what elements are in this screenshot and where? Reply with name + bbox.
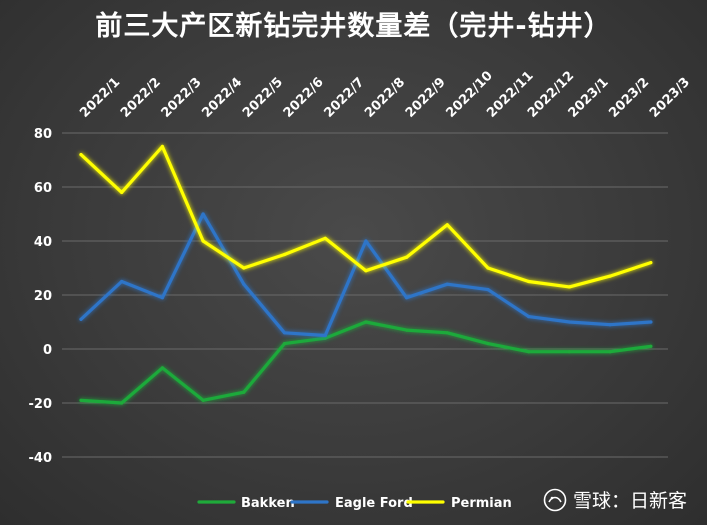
data-point [364,239,368,243]
x-axis-ticks: 2022/12022/22022/32022/42022/52022/62022… [77,68,693,120]
data-point [567,350,572,354]
data-point [567,285,572,289]
y-tick-label: 60 [34,181,52,196]
data-point [323,236,327,240]
data-point [242,266,246,270]
y-axis-ticks: -40 -20 0 20 40 60 80 [29,127,53,466]
data-point [160,144,164,149]
y-tick-label: 40 [34,235,52,250]
data-point [201,239,205,243]
watermark: 雪球：日新客 [543,486,687,513]
data-point [445,223,449,227]
data-point [405,328,409,332]
data-point [201,398,205,402]
data-point [120,401,124,405]
series-line-bakken [79,320,653,405]
x-tick-label: 2022/5 [240,75,286,121]
legend-label: Eagle Ford [335,496,413,511]
data-point [527,315,531,319]
x-tick-label: 2022/4 [199,75,245,121]
legend-label: Permian [451,496,512,511]
data-point [649,344,653,348]
x-tick-label: 2022/6 [281,75,327,121]
legend: Bakken Eagle Ford Permian [197,496,512,511]
data-point [486,266,490,270]
x-tick-label: 2022/3 [159,75,205,121]
data-point [242,390,246,394]
data-point [445,282,449,286]
y-tick-label: 0 [43,343,52,358]
data-point [608,350,612,354]
data-point [79,317,83,321]
data-point [364,269,368,273]
data-point [242,282,246,286]
data-point [486,288,490,292]
data-point [608,274,612,278]
data-point [79,153,83,157]
data-point [120,279,124,284]
data-point [323,336,327,340]
data-point [160,296,164,300]
series-line-eagle-ford [79,212,653,338]
data-point [527,350,531,354]
data-point [323,333,327,338]
x-tick-label: 2023/2 [606,75,652,121]
x-tick-label: 2023/3 [647,75,693,121]
x-tick-label: 2022/1 [77,75,123,121]
y-tick-label: -20 [29,397,53,412]
series-lines [79,144,653,405]
data-point [649,261,653,265]
chart-title: 前三大产区新钻完井数量差（完井-钻井） [95,11,612,42]
data-point [282,342,287,346]
series-line-permian [79,144,653,289]
data-point [405,296,409,300]
x-tick-label: 2022/8 [362,75,408,121]
y-tick-label: 20 [34,289,52,304]
watermark-text: 雪球：日新客 [572,490,687,512]
y-tick-label: 80 [34,127,52,142]
data-point [527,279,531,284]
data-point [282,331,287,335]
data-point [445,331,449,335]
data-point [201,212,205,216]
data-point [160,366,164,370]
data-point [120,190,124,194]
data-point [282,252,287,257]
x-tick-label: 2022/7 [321,75,367,121]
data-point [405,255,409,259]
data-point [79,398,83,402]
data-point [364,320,368,324]
data-point [649,320,653,324]
y-tick-label: -40 [29,451,53,466]
data-point [567,320,572,324]
x-tick-label: 2022/9 [403,75,449,121]
legend-label: Bakken [241,496,295,511]
x-tick-label: 2022/2 [118,75,164,121]
data-point [486,342,490,346]
data-point [608,323,612,327]
snowball-logo-icon [543,488,567,511]
